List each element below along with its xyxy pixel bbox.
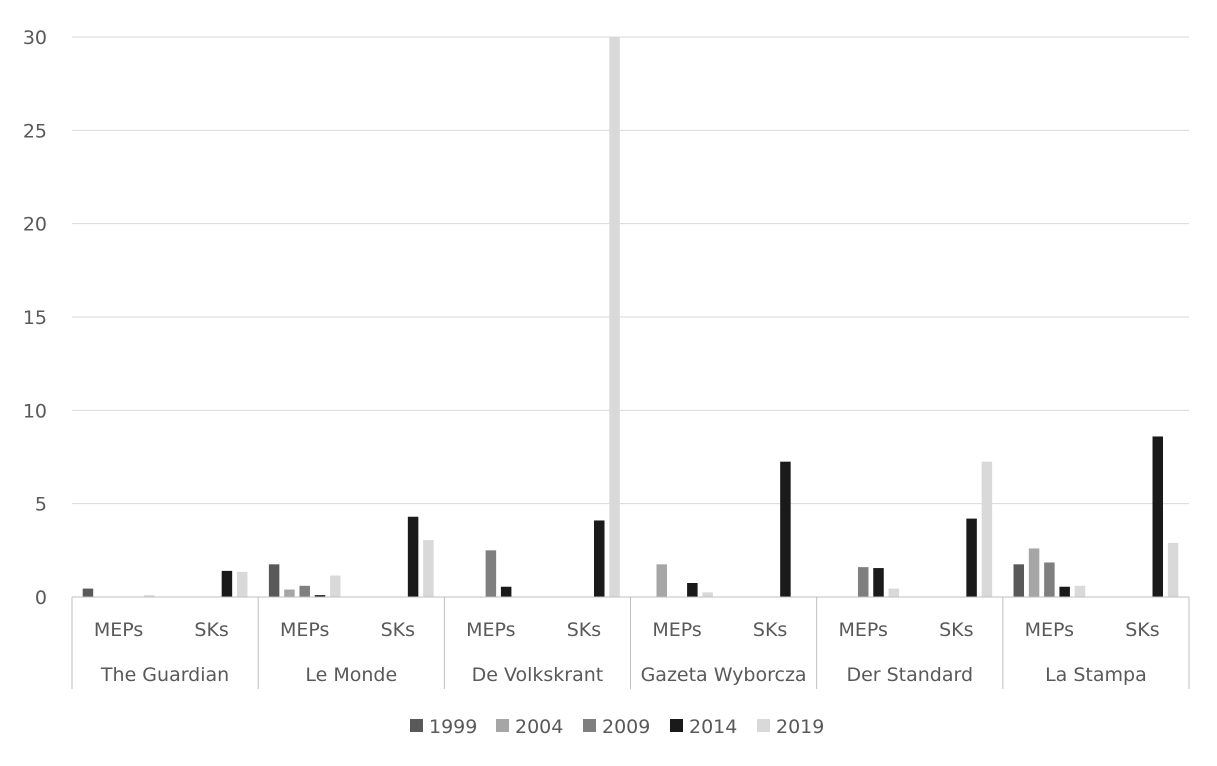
bar-2019 bbox=[609, 37, 620, 597]
x-subcategory-label: MEPs bbox=[466, 619, 515, 641]
bar-2004 bbox=[1028, 548, 1040, 597]
gridlines bbox=[72, 36, 1189, 505]
x-subcategory-label: MEPs bbox=[94, 619, 143, 641]
bar-2014 bbox=[966, 518, 977, 597]
legend-swatch-1999 bbox=[410, 719, 423, 732]
legend-swatch-2014 bbox=[670, 719, 683, 732]
x-group-label: The Guardian bbox=[100, 664, 229, 686]
bar-2019 bbox=[236, 571, 248, 597]
bar-2009 bbox=[485, 550, 497, 597]
bar-2004 bbox=[656, 564, 667, 597]
bar-2014 bbox=[407, 516, 419, 597]
legend-swatch-2004 bbox=[496, 719, 509, 732]
bar-2019 bbox=[888, 588, 900, 597]
bar-2019 bbox=[1167, 542, 1179, 597]
bar-2014 bbox=[594, 520, 605, 597]
y-tick-label: 0 bbox=[35, 587, 47, 609]
legend-label: 2014 bbox=[689, 716, 737, 738]
y-tick-label: 25 bbox=[23, 120, 47, 142]
x-subcategory-label: SKs bbox=[1125, 619, 1159, 641]
bar-2009 bbox=[1044, 562, 1055, 597]
bar-2004 bbox=[284, 589, 295, 597]
bar-2009 bbox=[857, 567, 869, 597]
bar-2014 bbox=[500, 586, 512, 597]
legend-label: 2009 bbox=[602, 716, 650, 738]
bar-2019 bbox=[1074, 585, 1086, 597]
bar-2014 bbox=[1059, 586, 1070, 597]
legend-label: 2004 bbox=[515, 716, 563, 738]
bar-2014 bbox=[314, 595, 326, 597]
legend: 1999 2004 2009 2014 2019 bbox=[410, 716, 824, 738]
bar-2014 bbox=[1152, 436, 1164, 597]
x-subcategory-label: SKs bbox=[939, 619, 973, 641]
y-tick-label: 15 bbox=[23, 307, 47, 329]
bar-2019 bbox=[330, 575, 341, 597]
x-group-label: De Volkskrant bbox=[472, 664, 604, 686]
y-tick-label: 30 bbox=[23, 27, 47, 49]
y-tick-label: 20 bbox=[23, 214, 47, 236]
bar-2009 bbox=[299, 585, 310, 597]
bar-2014 bbox=[873, 568, 884, 597]
legend-swatch-2019 bbox=[757, 719, 770, 732]
bar-2014 bbox=[221, 570, 233, 597]
bar-1999 bbox=[268, 564, 280, 597]
x-subcategory-label: MEPs bbox=[652, 619, 701, 641]
x-subcategory-label: SKs bbox=[753, 619, 787, 641]
x-subcategory-label: MEPs bbox=[838, 619, 887, 641]
x-group-label: La Stampa bbox=[1045, 664, 1147, 686]
x-subcategory-label: SKs bbox=[381, 619, 415, 641]
y-tick-label: 10 bbox=[23, 400, 47, 422]
x-group-label: Der Standard bbox=[846, 664, 973, 686]
x-subcategory-label: MEPs bbox=[280, 619, 329, 641]
x-subcategory-label: SKs bbox=[194, 619, 228, 641]
legend-label: 2019 bbox=[776, 716, 824, 738]
x-group-label: Le Monde bbox=[305, 664, 397, 686]
bar-2014 bbox=[780, 461, 791, 597]
y-axis: 0 5 10 15 20 25 30 bbox=[23, 27, 47, 609]
x-subcategory-label: MEPs bbox=[1025, 619, 1074, 641]
bar-2019 bbox=[143, 595, 155, 597]
legend-swatch-2009 bbox=[583, 719, 596, 732]
bar-2014 bbox=[687, 583, 698, 597]
bars bbox=[82, 37, 1179, 597]
y-tick-label: 5 bbox=[35, 494, 47, 516]
x-group-label: Gazeta Wyborcza bbox=[641, 664, 807, 686]
legend-label: 1999 bbox=[429, 716, 477, 738]
bar-2019 bbox=[702, 592, 713, 597]
x-axis: MEPs SKs The Guardian MEPs SKs Le Monde MEPs SK… bbox=[71, 596, 1190, 689]
bar-1999 bbox=[1013, 564, 1025, 597]
bar-2019 bbox=[981, 461, 993, 597]
bar-1999 bbox=[82, 588, 94, 597]
bar-2019 bbox=[423, 540, 434, 597]
x-subcategory-label: SKs bbox=[567, 619, 601, 641]
